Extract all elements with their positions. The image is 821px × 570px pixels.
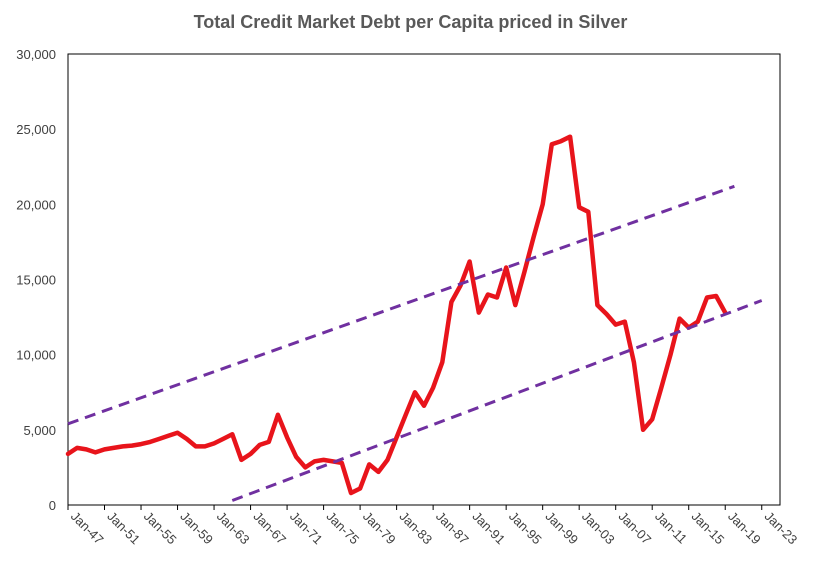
x-tick-label: Jan-99	[543, 509, 582, 548]
y-tick-labels: 0 5,000 10,000 15,000 20,000 25,000 30,000	[16, 47, 56, 513]
x-tick-label: Jan-03	[579, 509, 618, 548]
plot-frame	[67, 53, 781, 506]
x-tick-label: Jan-95	[506, 509, 545, 548]
x-tick-label: Jan-87	[433, 509, 472, 548]
x-tick-label: Jan-59	[177, 509, 216, 548]
x-tick-label: Jan-15	[689, 509, 728, 548]
y-tick-label: 10,000	[16, 348, 56, 363]
x-tick-label: Jan-79	[360, 509, 399, 548]
y-tick-label: 25,000	[16, 122, 56, 137]
x-tick-label: Jan-91	[470, 509, 509, 548]
x-tick-label: Jan-71	[287, 509, 326, 548]
debt-series-line	[65, 134, 728, 496]
chart-title: Total Credit Market Debt per Capita pric…	[193, 12, 628, 32]
x-tick-label: Jan-07	[616, 509, 655, 548]
y-tick-label: 30,000	[16, 47, 56, 62]
x-tick-label: Jan-51	[104, 509, 143, 548]
y-tick-label: 15,000	[16, 273, 56, 288]
series-group	[65, 134, 763, 502]
x-tick-label: Jan-11	[652, 509, 690, 547]
x-tick-label: Jan-63	[214, 509, 253, 548]
trend-line-2	[231, 299, 763, 502]
x-tick-label: Jan-19	[725, 509, 764, 548]
y-tick-label: 0	[49, 498, 56, 513]
x-tick-label: Jan-75	[323, 509, 362, 548]
x-tick-label: Jan-47	[68, 509, 107, 548]
x-tick-label: Jan-55	[141, 509, 180, 548]
x-tick-label: Jan-23	[762, 509, 801, 548]
axes-group	[67, 53, 781, 510]
x-tick-label: Jan-83	[396, 509, 435, 548]
x-tick-label: Jan-67	[250, 509, 289, 548]
x-tick-labels: Jan-47Jan-51Jan-55Jan-59Jan-63Jan-67Jan-…	[68, 509, 800, 548]
y-tick-label: 5,000	[23, 423, 56, 438]
trend-line-1	[67, 184, 735, 426]
y-tick-label: 20,000	[16, 197, 56, 212]
